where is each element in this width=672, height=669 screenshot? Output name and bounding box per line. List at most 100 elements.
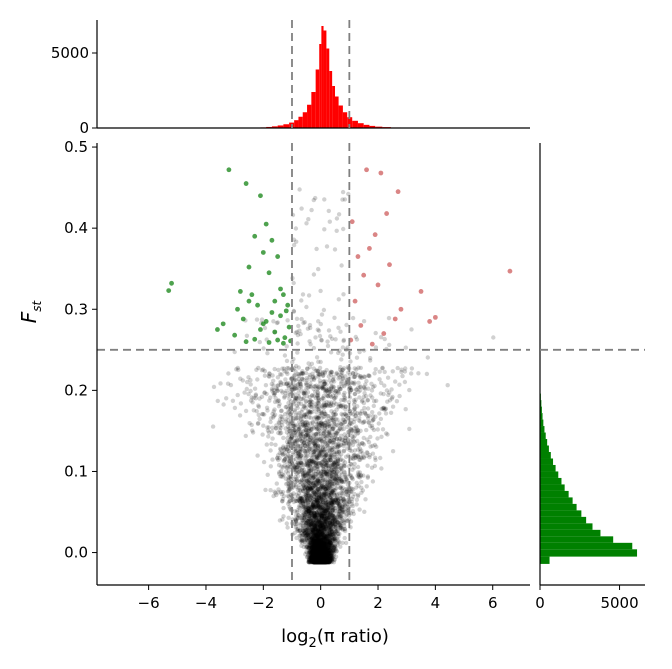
background-point xyxy=(391,449,395,453)
background-point xyxy=(340,374,344,378)
background-point xyxy=(327,374,331,378)
background-point xyxy=(348,359,352,363)
background-point xyxy=(317,453,321,457)
background-point xyxy=(355,498,359,502)
background-point xyxy=(267,372,271,376)
background-point xyxy=(381,427,385,431)
background-point xyxy=(323,427,327,431)
background-point xyxy=(333,477,337,481)
background-point xyxy=(285,521,289,525)
background-point xyxy=(255,317,259,321)
background-point xyxy=(363,497,367,501)
background-point xyxy=(410,366,414,370)
background-point xyxy=(338,368,342,372)
background-point xyxy=(416,371,420,375)
background-point xyxy=(306,450,310,454)
top-histogram-bar xyxy=(298,117,302,128)
background-point xyxy=(211,424,215,428)
background-point xyxy=(399,370,403,374)
background-point xyxy=(315,355,319,359)
top-histogram-bar xyxy=(332,86,335,128)
top-histogram-bar xyxy=(324,31,327,129)
background-point xyxy=(331,533,335,537)
background-point xyxy=(296,377,300,381)
background-point xyxy=(365,484,369,488)
background-point xyxy=(362,510,366,514)
background-point xyxy=(393,379,397,383)
background-point xyxy=(385,400,389,404)
background-point xyxy=(244,434,248,438)
background-point xyxy=(390,395,394,399)
background-point xyxy=(287,500,291,504)
background-point xyxy=(275,321,279,325)
background-point xyxy=(386,393,390,397)
background-point xyxy=(310,393,314,397)
scatter-panel xyxy=(166,167,512,564)
background-point xyxy=(250,423,254,427)
background-point xyxy=(379,391,383,395)
background-point xyxy=(316,360,320,364)
background-point xyxy=(372,404,376,408)
background-point xyxy=(304,510,308,514)
background-point xyxy=(265,442,269,446)
background-point xyxy=(389,387,393,391)
background-point xyxy=(342,391,346,395)
background-point xyxy=(285,359,289,363)
background-point xyxy=(386,376,390,380)
background-point xyxy=(280,451,284,455)
background-point xyxy=(312,450,316,454)
background-point xyxy=(323,440,327,444)
background-point xyxy=(284,419,288,423)
background-point xyxy=(276,399,280,403)
background-point xyxy=(280,517,284,521)
background-point xyxy=(299,418,303,422)
background-point xyxy=(403,380,407,384)
background-point xyxy=(266,434,270,438)
background-point xyxy=(273,367,277,371)
background-point xyxy=(263,326,267,330)
background-point xyxy=(391,369,395,373)
background-point xyxy=(293,531,297,535)
background-point xyxy=(260,395,264,399)
background-point xyxy=(345,502,349,506)
background-point xyxy=(355,439,359,443)
background-point xyxy=(396,366,400,370)
background-point xyxy=(351,435,355,439)
background-point xyxy=(362,319,366,323)
background-point xyxy=(250,400,254,404)
background-point xyxy=(365,437,369,441)
background-point xyxy=(216,399,220,403)
background-point xyxy=(261,367,265,371)
background-point xyxy=(305,376,309,380)
background-point xyxy=(339,398,343,402)
background-point xyxy=(268,448,272,452)
top-histogram-bar xyxy=(307,105,311,128)
background-point xyxy=(311,481,315,485)
background-point xyxy=(364,379,368,383)
background-point xyxy=(359,384,363,388)
background-point xyxy=(343,439,347,443)
background-point xyxy=(409,371,413,375)
background-point xyxy=(356,465,360,469)
background-point xyxy=(339,357,343,361)
background-point xyxy=(332,424,336,428)
background-point xyxy=(244,409,248,413)
top-histogram-bar xyxy=(321,26,323,128)
background-point xyxy=(491,335,495,339)
background-point xyxy=(269,464,273,468)
background-point xyxy=(212,385,216,389)
background-point xyxy=(287,449,291,453)
background-point xyxy=(257,413,261,417)
background-point xyxy=(294,485,298,489)
background-point xyxy=(236,393,240,397)
background-point xyxy=(329,370,333,374)
background-point xyxy=(387,316,391,320)
background-point xyxy=(255,453,259,457)
top-hist-y-tick-label: 0 xyxy=(79,119,89,137)
background-point xyxy=(318,334,322,338)
background-point xyxy=(404,407,408,411)
background-point xyxy=(301,474,305,478)
